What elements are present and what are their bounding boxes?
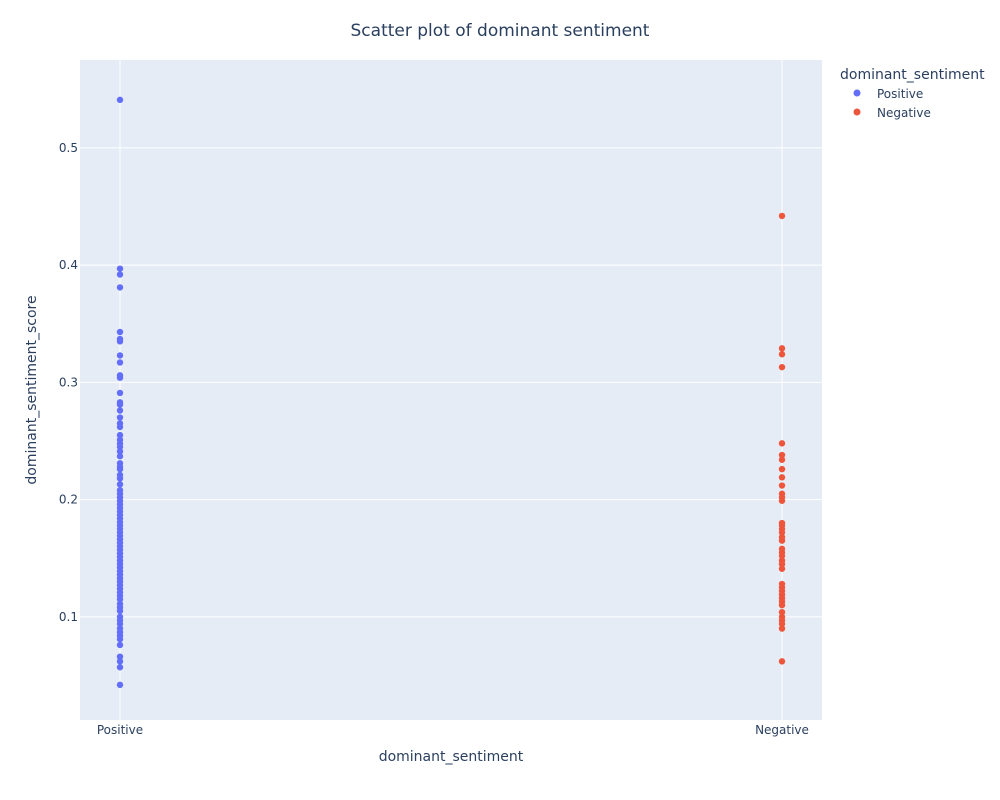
legend-item-negative[interactable]: Negative — [853, 106, 931, 120]
scatter-point-positive[interactable] — [116, 389, 124, 397]
plot-area — [80, 60, 822, 720]
x-axis-title: dominant_sentiment — [379, 749, 524, 765]
scatter-point-negative[interactable] — [778, 451, 786, 459]
scatter-point-negative[interactable] — [778, 474, 786, 481]
scatter-point-positive[interactable] — [116, 423, 124, 431]
scatter-point-positive[interactable] — [116, 271, 124, 278]
scatter-point-positive[interactable] — [116, 635, 124, 643]
scatter-point-negative[interactable] — [778, 529, 786, 536]
x-tick-labels: Positive Negative — [97, 723, 809, 737]
scatter-point-positive[interactable] — [116, 641, 124, 649]
scatter-point-negative[interactable] — [778, 565, 786, 572]
scatter-point-positive[interactable] — [116, 681, 124, 689]
scatter-point-positive[interactable] — [116, 481, 124, 488]
scatter-point-positive[interactable] — [116, 596, 124, 603]
y-tick-label: 0.5 — [59, 141, 78, 155]
scatter-point-positive[interactable] — [116, 431, 124, 439]
scatter-point-positive[interactable] — [116, 658, 124, 665]
scatter-point-negative[interactable] — [778, 363, 786, 371]
scatter-point-positive[interactable] — [116, 374, 124, 381]
scatter-point-positive[interactable] — [116, 284, 124, 291]
legend-marker-positive — [853, 89, 861, 97]
legend-title: dominant_sentiment — [840, 67, 985, 83]
scatter-point-positive[interactable] — [116, 475, 124, 482]
scatter-point-negative[interactable] — [778, 620, 786, 628]
scatter-point-negative[interactable] — [778, 440, 786, 447]
scatter-point-negative[interactable] — [778, 482, 786, 489]
legend: dominant_sentiment Positive Negative — [840, 67, 985, 120]
scatter-point-negative[interactable] — [778, 625, 786, 632]
scatter-point-positive[interactable] — [116, 265, 124, 272]
scatter-point-positive[interactable] — [116, 352, 124, 359]
scatter-point-negative[interactable] — [778, 560, 786, 568]
scatter-point-positive[interactable] — [116, 359, 124, 366]
y-tick-label: 0.4 — [59, 258, 78, 272]
scatter-point-negative[interactable] — [778, 552, 786, 560]
scatter-point-negative[interactable] — [778, 658, 786, 665]
scatter-point-positive[interactable] — [116, 338, 124, 345]
data-points — [116, 96, 786, 689]
scatter-point-negative[interactable] — [778, 351, 786, 358]
scatter-point-positive[interactable] — [116, 664, 124, 671]
scatter-point-negative[interactable] — [778, 608, 786, 616]
y-tick-label: 0.3 — [59, 375, 78, 389]
y-tick-label: 0.1 — [59, 610, 78, 624]
scatter-point-negative[interactable] — [778, 497, 786, 504]
y-tick-labels: 0.1 0.2 0.3 0.4 0.5 — [59, 141, 78, 624]
x-tick-label: Positive — [97, 723, 143, 737]
scatter-point-negative[interactable] — [778, 465, 786, 473]
scatter-point-positive[interactable] — [116, 328, 124, 336]
scatter-point-negative[interactable] — [778, 345, 786, 352]
scatter-point-positive[interactable] — [116, 453, 124, 460]
scatter-point-positive[interactable] — [116, 448, 124, 455]
legend-marker-negative — [853, 108, 861, 116]
scatter-point-positive[interactable] — [116, 407, 124, 414]
scatter-point-positive[interactable] — [116, 414, 124, 421]
scatter-point-positive[interactable] — [116, 465, 124, 473]
scatter-point-positive[interactable] — [116, 401, 124, 408]
scatter-point-positive[interactable] — [116, 607, 124, 615]
y-gridlines — [80, 147, 822, 618]
scatter-point-positive[interactable] — [116, 443, 124, 451]
scatter-point-negative[interactable] — [778, 456, 786, 463]
scatter-point-positive[interactable] — [116, 96, 124, 104]
scatter-point-positive[interactable] — [116, 620, 124, 628]
scatter-point-negative[interactable] — [778, 601, 786, 609]
chart-title: Scatter plot of dominant sentiment — [351, 21, 650, 41]
x-tick-label: Negative — [755, 723, 809, 737]
legend-label-negative: Negative — [877, 106, 931, 120]
legend-label-positive: Positive — [877, 87, 923, 101]
scatter-point-positive[interactable] — [116, 653, 124, 660]
scatter-point-negative[interactable] — [778, 537, 786, 544]
y-axis-title: dominant_sentiment_score — [24, 295, 40, 484]
legend-item-positive[interactable]: Positive — [853, 87, 924, 101]
y-tick-label: 0.2 — [59, 493, 78, 507]
scatter-point-negative[interactable] — [778, 212, 786, 220]
